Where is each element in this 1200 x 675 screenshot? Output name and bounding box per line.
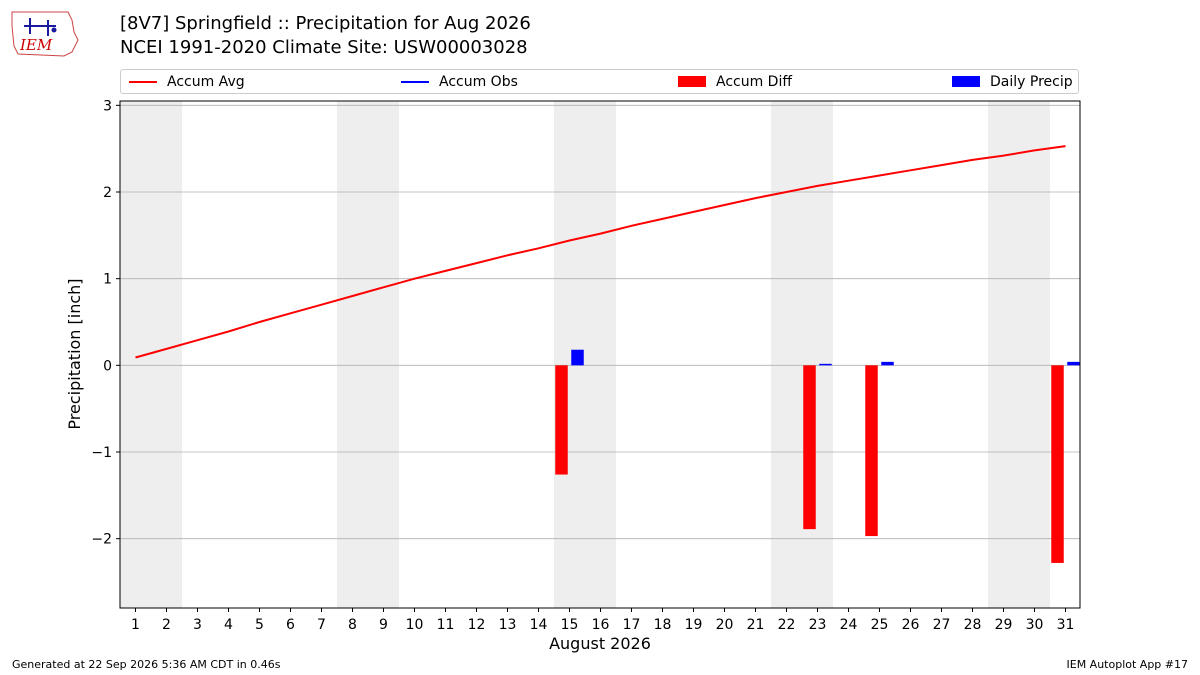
accum-diff-bar-23 bbox=[803, 365, 816, 530]
footer-app: IEM Autoplot App #17 bbox=[1066, 658, 1189, 671]
x-tick-label: 1 bbox=[131, 617, 140, 633]
legend-item-accum-avg: Accum Avg bbox=[129, 70, 245, 93]
weekend-shade-30 bbox=[1019, 101, 1050, 608]
x-tick-label: 17 bbox=[623, 617, 641, 633]
legend-label-accum-avg: Accum Avg bbox=[167, 73, 245, 90]
y-axis-ticks: 3 2 1 0 −1 −2 bbox=[91, 98, 120, 548]
gridlines bbox=[120, 104, 1080, 540]
x-tick-label: 5 bbox=[255, 617, 264, 633]
accum-diff-bar-15 bbox=[555, 365, 568, 475]
weekend-shade-23 bbox=[802, 101, 833, 608]
x-tick-label: 4 bbox=[224, 617, 233, 633]
daily-precip-bar-31 bbox=[1067, 361, 1080, 366]
y-axis-label: Precipitation [inch] bbox=[65, 278, 84, 429]
x-tick-label: 9 bbox=[379, 617, 388, 633]
weekend-shading bbox=[120, 101, 1050, 608]
x-tick-label: 29 bbox=[995, 617, 1013, 633]
legend-swatch-daily-precip bbox=[952, 76, 980, 87]
y-tick-label: 2 bbox=[103, 185, 112, 201]
bars bbox=[555, 349, 1080, 563]
footer-generated: Generated at 22 Sep 2026 5:36 AM CDT in … bbox=[12, 658, 281, 671]
legend-item-accum-diff: Accum Diff bbox=[678, 70, 792, 93]
y-tick-label: 0 bbox=[103, 358, 112, 374]
weekend-shade-8 bbox=[337, 101, 368, 608]
legend-label-daily-precip: Daily Precip bbox=[990, 73, 1073, 90]
legend-swatch-accum-diff bbox=[678, 76, 706, 87]
y-tick-label: 3 bbox=[103, 98, 112, 114]
weekend-shade-2 bbox=[151, 101, 182, 608]
x-tick-label: 27 bbox=[933, 617, 951, 633]
logo-text: IEM bbox=[19, 36, 53, 54]
weekend-shade-9 bbox=[368, 101, 399, 608]
x-tick-label: 14 bbox=[530, 617, 548, 633]
x-tick-label: 19 bbox=[685, 617, 703, 633]
legend: Accum Avg Accum Obs Accum Diff Daily Pre… bbox=[120, 69, 1079, 94]
chart-title: [8V7] Springfield :: Precipitation for A… bbox=[120, 13, 531, 34]
weekend-shade-22 bbox=[771, 101, 802, 608]
legend-item-daily-precip: Daily Precip bbox=[952, 70, 1073, 93]
x-tick-label: 18 bbox=[654, 617, 672, 633]
x-tick-label: 24 bbox=[840, 617, 858, 633]
x-tick-label: 12 bbox=[468, 617, 486, 633]
weekend-shade-16 bbox=[585, 101, 616, 608]
daily-precip-bar-15 bbox=[571, 349, 584, 366]
daily-precip-bar-25 bbox=[881, 361, 894, 366]
x-tick-label: 21 bbox=[747, 617, 765, 633]
x-tick-label: 2 bbox=[162, 617, 171, 633]
accum-diff-bar-31 bbox=[1051, 365, 1064, 563]
x-tick-label: 11 bbox=[437, 617, 455, 633]
x-tick-label: 15 bbox=[561, 617, 579, 633]
y-tick-label: −2 bbox=[91, 532, 112, 548]
x-tick-label: 20 bbox=[716, 617, 734, 633]
legend-label-accum-diff: Accum Diff bbox=[716, 73, 793, 90]
x-tick-label: 25 bbox=[871, 617, 889, 633]
chart-subtitle: NCEI 1991-2020 Climate Site: USW00003028 bbox=[120, 37, 528, 58]
accum-diff-bar-25 bbox=[865, 365, 878, 537]
x-tick-label: 6 bbox=[286, 617, 295, 633]
x-tick-label: 8 bbox=[348, 617, 357, 633]
x-tick-label: 22 bbox=[778, 617, 796, 633]
x-tick-label: 16 bbox=[592, 617, 610, 633]
x-tick-label: 28 bbox=[964, 617, 982, 633]
x-tick-label: 3 bbox=[193, 617, 202, 633]
x-tick-label: 7 bbox=[317, 617, 326, 633]
x-axis-ticks: 1 2 3 4 5 6 7 8 9 10 11 12 13 14 15 16 17 18 19 20 21 22 23 24 2… bbox=[131, 608, 1074, 633]
legend-swatch-accum-avg bbox=[129, 80, 157, 83]
x-axis-label: August 2026 bbox=[549, 634, 651, 653]
daily-precip-bar-23 bbox=[819, 363, 832, 366]
legend-swatch-accum-obs bbox=[401, 80, 429, 83]
x-tick-label: 23 bbox=[809, 617, 827, 633]
x-tick-label: 10 bbox=[406, 617, 424, 633]
x-tick-label: 26 bbox=[902, 617, 920, 633]
accum-avg-line bbox=[135, 145, 1066, 359]
legend-item-accum-obs: Accum Obs bbox=[401, 70, 518, 93]
x-tick-label: 30 bbox=[1026, 617, 1044, 633]
x-tick-label: 31 bbox=[1057, 617, 1075, 633]
y-tick-label: −1 bbox=[91, 445, 112, 461]
y-tick-label: 1 bbox=[103, 272, 112, 288]
iem-logo: IEM bbox=[11, 11, 79, 57]
x-tick-label: 13 bbox=[499, 617, 517, 633]
legend-label-accum-obs: Accum Obs bbox=[439, 73, 518, 90]
weekend-shade-29 bbox=[988, 101, 1019, 608]
